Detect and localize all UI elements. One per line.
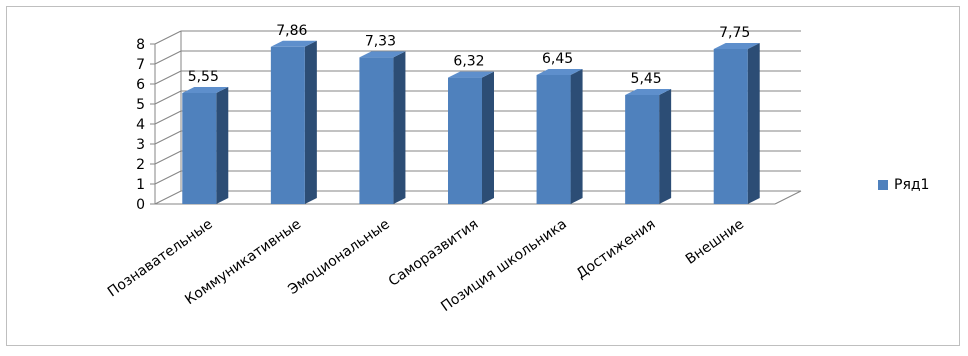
bar-side [747, 43, 760, 204]
bar-side [570, 69, 583, 204]
data-label: 5,45 [631, 71, 662, 87]
side-gridline [154, 70, 182, 85]
bar-side [393, 51, 406, 205]
legend-label: Ряд1 [894, 177, 930, 193]
side-gridline [154, 190, 182, 205]
data-label: 7,75 [719, 25, 750, 41]
bar [536, 75, 571, 204]
bar [625, 95, 660, 204]
bar-side [304, 40, 317, 204]
bar [182, 93, 217, 204]
floor-edge [774, 190, 802, 205]
bar [270, 46, 305, 204]
bar-top [713, 43, 760, 49]
side-gridline [154, 130, 182, 145]
side-gridline [154, 30, 182, 45]
bar [713, 49, 748, 204]
y-tick-label: 5 [136, 97, 145, 113]
y-tick-label: 3 [136, 137, 145, 153]
bar-side [482, 71, 494, 204]
legend-swatch [878, 180, 888, 190]
legend: Ряд1 [878, 177, 929, 193]
y-tick-label: 4 [136, 117, 145, 133]
data-label: 7,86 [276, 23, 307, 39]
bar-top [536, 69, 583, 75]
bar-top [625, 89, 672, 95]
bar-top [182, 87, 229, 93]
category-label: Внешние [683, 216, 747, 268]
bar-top [359, 51, 406, 58]
y-tick-label: 6 [136, 77, 145, 93]
category-label: Достижения [574, 216, 659, 282]
data-label: 6,32 [453, 54, 484, 70]
y-tick-label: 7 [136, 57, 145, 73]
category-label: Саморазвития [386, 216, 482, 290]
bar-top [270, 40, 317, 47]
y-tick-label: 1 [136, 177, 145, 193]
bar-side [216, 87, 229, 204]
side-gridline [154, 90, 182, 105]
data-label: 5,55 [188, 69, 219, 85]
side-gridline [154, 110, 182, 125]
bar [448, 77, 482, 204]
y-tick-label: 2 [136, 157, 145, 173]
bar-top [448, 71, 494, 78]
bar [359, 57, 394, 205]
y-tick-label: 8 [136, 37, 145, 53]
data-label: 7,33 [365, 33, 396, 49]
y-tick-label: 0 [136, 197, 145, 213]
side-gridline [154, 170, 182, 185]
data-label: 6,45 [542, 51, 573, 67]
side-gridline [154, 150, 182, 165]
side-gridline [154, 50, 182, 65]
bar-side [659, 89, 672, 204]
